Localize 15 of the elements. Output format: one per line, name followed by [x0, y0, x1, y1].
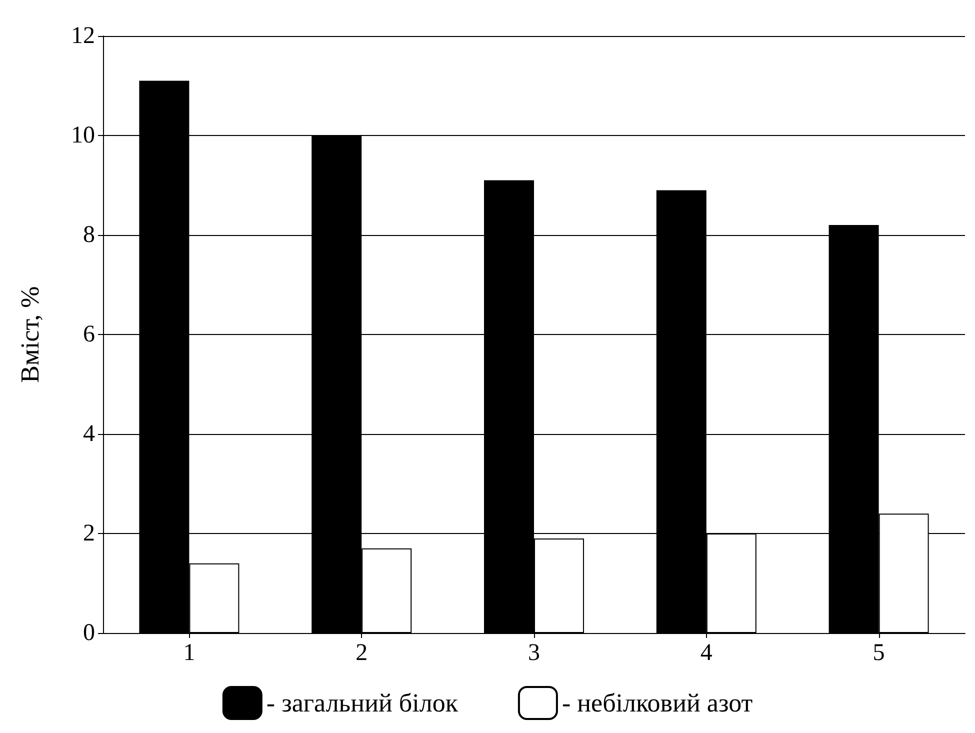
x-tick-label: 5 [872, 640, 885, 666]
legend-label: - небілковий азот [562, 688, 753, 718]
x-tick-label: 3 [528, 640, 540, 666]
y-tick-label: 10 [71, 122, 95, 148]
y-tick-label: 4 [83, 421, 95, 447]
x-tick-label: 1 [183, 640, 196, 666]
legend-label: - загальний білок [266, 688, 458, 718]
y-tick-label: 6 [83, 322, 95, 348]
y-tick-label: 12 [71, 23, 95, 49]
y-tick-label: 2 [83, 520, 95, 546]
x-tick-label: 2 [356, 640, 368, 666]
y-tick-label: 8 [83, 222, 95, 248]
y-axis-title: Вміст, % [16, 286, 44, 383]
y-tick-label: 0 [83, 620, 95, 646]
x-tick-label: 4 [700, 640, 712, 666]
